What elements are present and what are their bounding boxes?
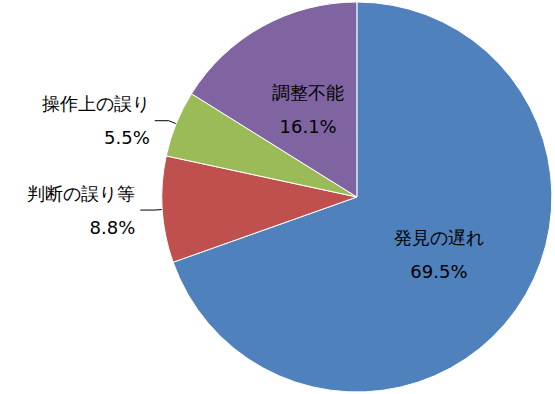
svg-text:16.1%: 16.1% [280, 116, 337, 137]
svg-text:69.5%: 69.5% [410, 261, 467, 282]
svg-text:5.5%: 5.5% [104, 127, 150, 148]
svg-text:判断の誤り等: 判断の誤り等 [27, 183, 135, 204]
svg-text:8.8%: 8.8% [90, 217, 136, 238]
svg-text:操作上の誤り: 操作上の誤り [42, 93, 150, 114]
svg-text:発見の遅れ: 発見の遅れ [394, 227, 484, 248]
svg-text:調整不能: 調整不能 [272, 82, 344, 103]
